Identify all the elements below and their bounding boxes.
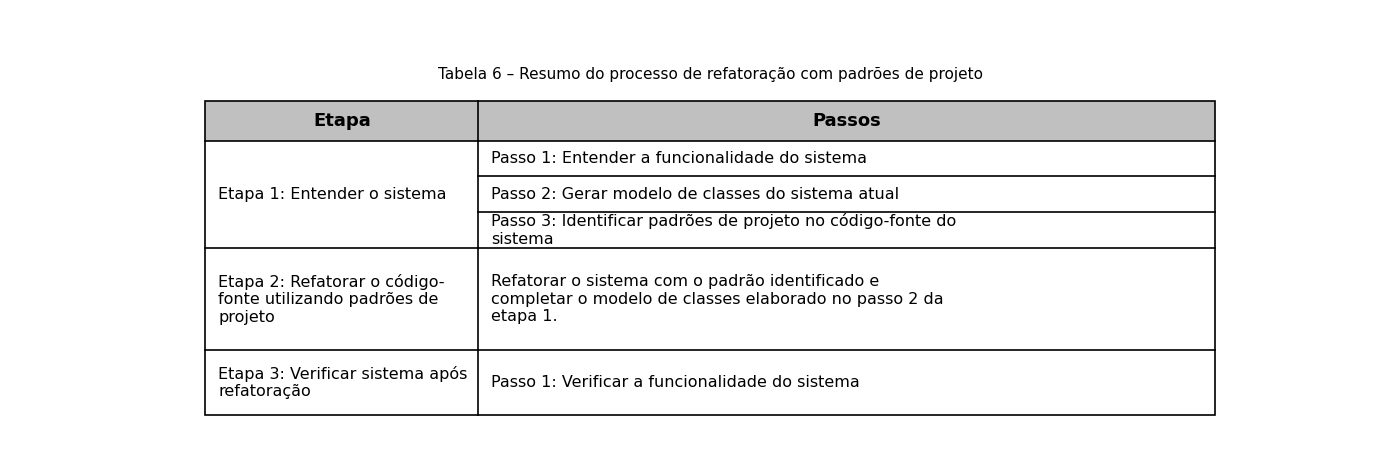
Text: Etapa 3: Verificar sistema após
refatoração: Etapa 3: Verificar sistema após refatora…: [219, 366, 467, 399]
Text: Passo 2: Gerar modelo de classes do sistema atual: Passo 2: Gerar modelo de classes do sist…: [491, 187, 900, 202]
Text: Etapa: Etapa: [313, 111, 370, 129]
Text: Passos: Passos: [812, 111, 881, 129]
Text: Passo 3: Identificar padrões de projeto no código-fonte do
sistema: Passo 3: Identificar padrões de projeto …: [491, 213, 956, 247]
Text: Tabela 6 – Resumo do processo de refatoração com padrões de projeto: Tabela 6 – Resumo do processo de refator…: [438, 67, 983, 82]
Text: Passo 1: Verificar a funcionalidade do sistema: Passo 1: Verificar a funcionalidade do s…: [491, 375, 859, 390]
Text: Passo 1: Entender a funcionalidade do sistema: Passo 1: Entender a funcionalidade do si…: [491, 151, 868, 166]
Text: Etapa 2: Refatorar o código-
fonte utilizando padrões de
projeto: Etapa 2: Refatorar o código- fonte utili…: [219, 274, 445, 325]
Bar: [205, 100, 1216, 141]
Bar: [205, 100, 1216, 415]
Text: Etapa 1: Entender o sistema: Etapa 1: Entender o sistema: [219, 187, 446, 202]
Text: Refatorar o sistema com o padrão identificado e
completar o modelo de classes el: Refatorar o sistema com o padrão identif…: [491, 274, 944, 324]
